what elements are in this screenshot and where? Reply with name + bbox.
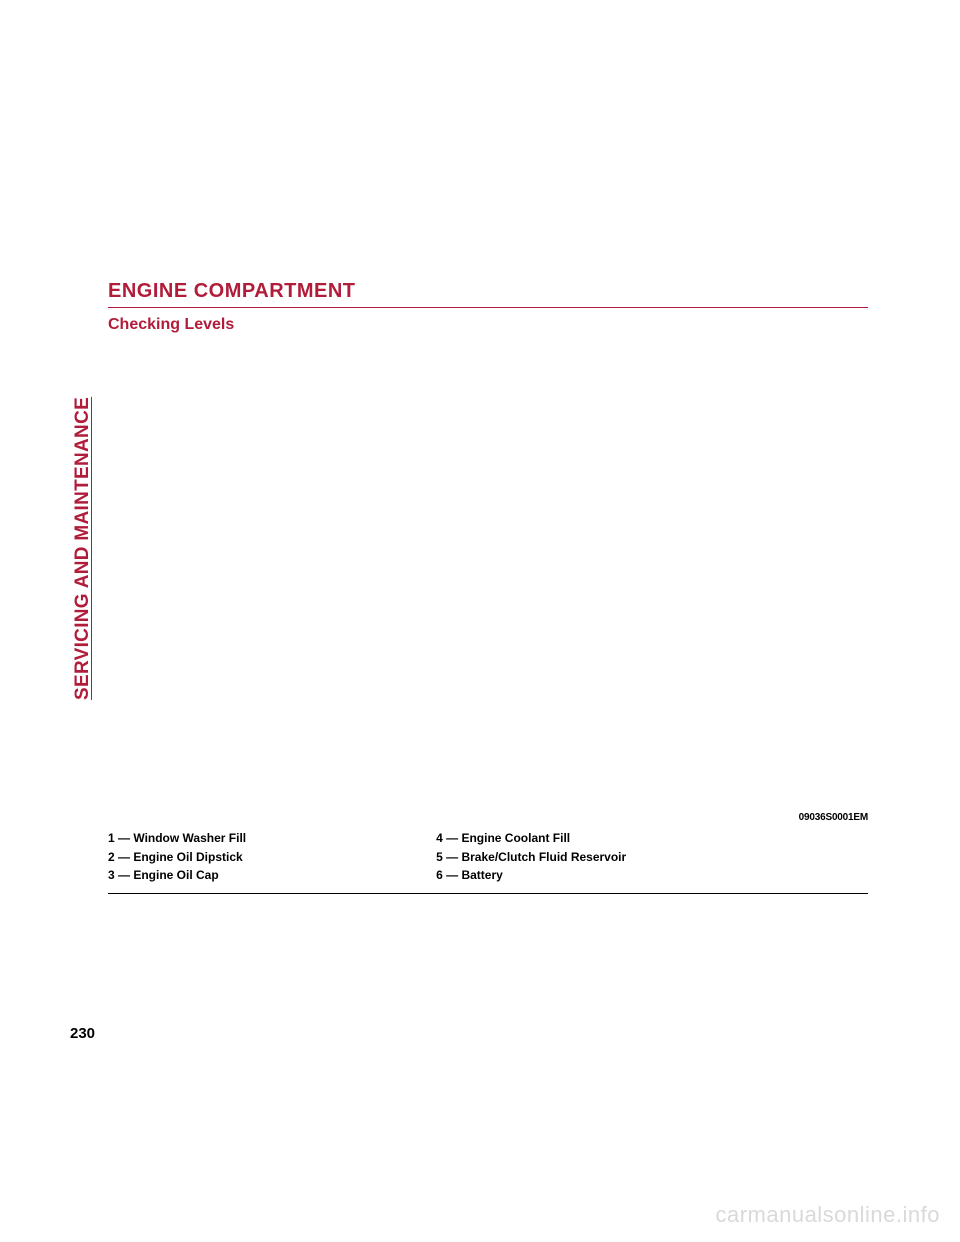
heading-engine-compartment: ENGINE COMPARTMENT bbox=[108, 280, 868, 308]
legend-divider bbox=[108, 893, 868, 894]
legend-item: 2 — Engine Oil Dipstick bbox=[108, 848, 246, 867]
page-number: 230 bbox=[70, 1025, 95, 1042]
legend-item: 5 — Brake/Clutch Fluid Reservoir bbox=[436, 848, 626, 867]
diagram-legend: 1 — Window Washer Fill 2 — Engine Oil Di… bbox=[108, 829, 868, 885]
diagram-caption-row: 09036S0001EM bbox=[108, 812, 868, 823]
side-label-text: SERVICING AND MAINTENANCE bbox=[72, 397, 94, 700]
page-content: ENGINE COMPARTMENT Checking Levels 09036… bbox=[108, 280, 868, 894]
heading-checking-levels: Checking Levels bbox=[108, 316, 868, 334]
legend-left-column: 1 — Window Washer Fill 2 — Engine Oil Di… bbox=[108, 829, 246, 885]
legend-item: 1 — Window Washer Fill bbox=[108, 829, 246, 848]
legend-item: 4 — Engine Coolant Fill bbox=[436, 829, 626, 848]
watermark: carmanualsonline.info bbox=[715, 1202, 940, 1228]
section-side-label: SERVICING AND MAINTENANCE bbox=[70, 280, 94, 700]
engine-diagram-placeholder bbox=[108, 348, 868, 808]
legend-right-column: 4 — Engine Coolant Fill 5 — Brake/Clutch… bbox=[436, 829, 626, 885]
diagram-id: 09036S0001EM bbox=[799, 812, 868, 823]
legend-item: 6 — Battery bbox=[436, 866, 626, 885]
legend-item: 3 — Engine Oil Cap bbox=[108, 866, 246, 885]
